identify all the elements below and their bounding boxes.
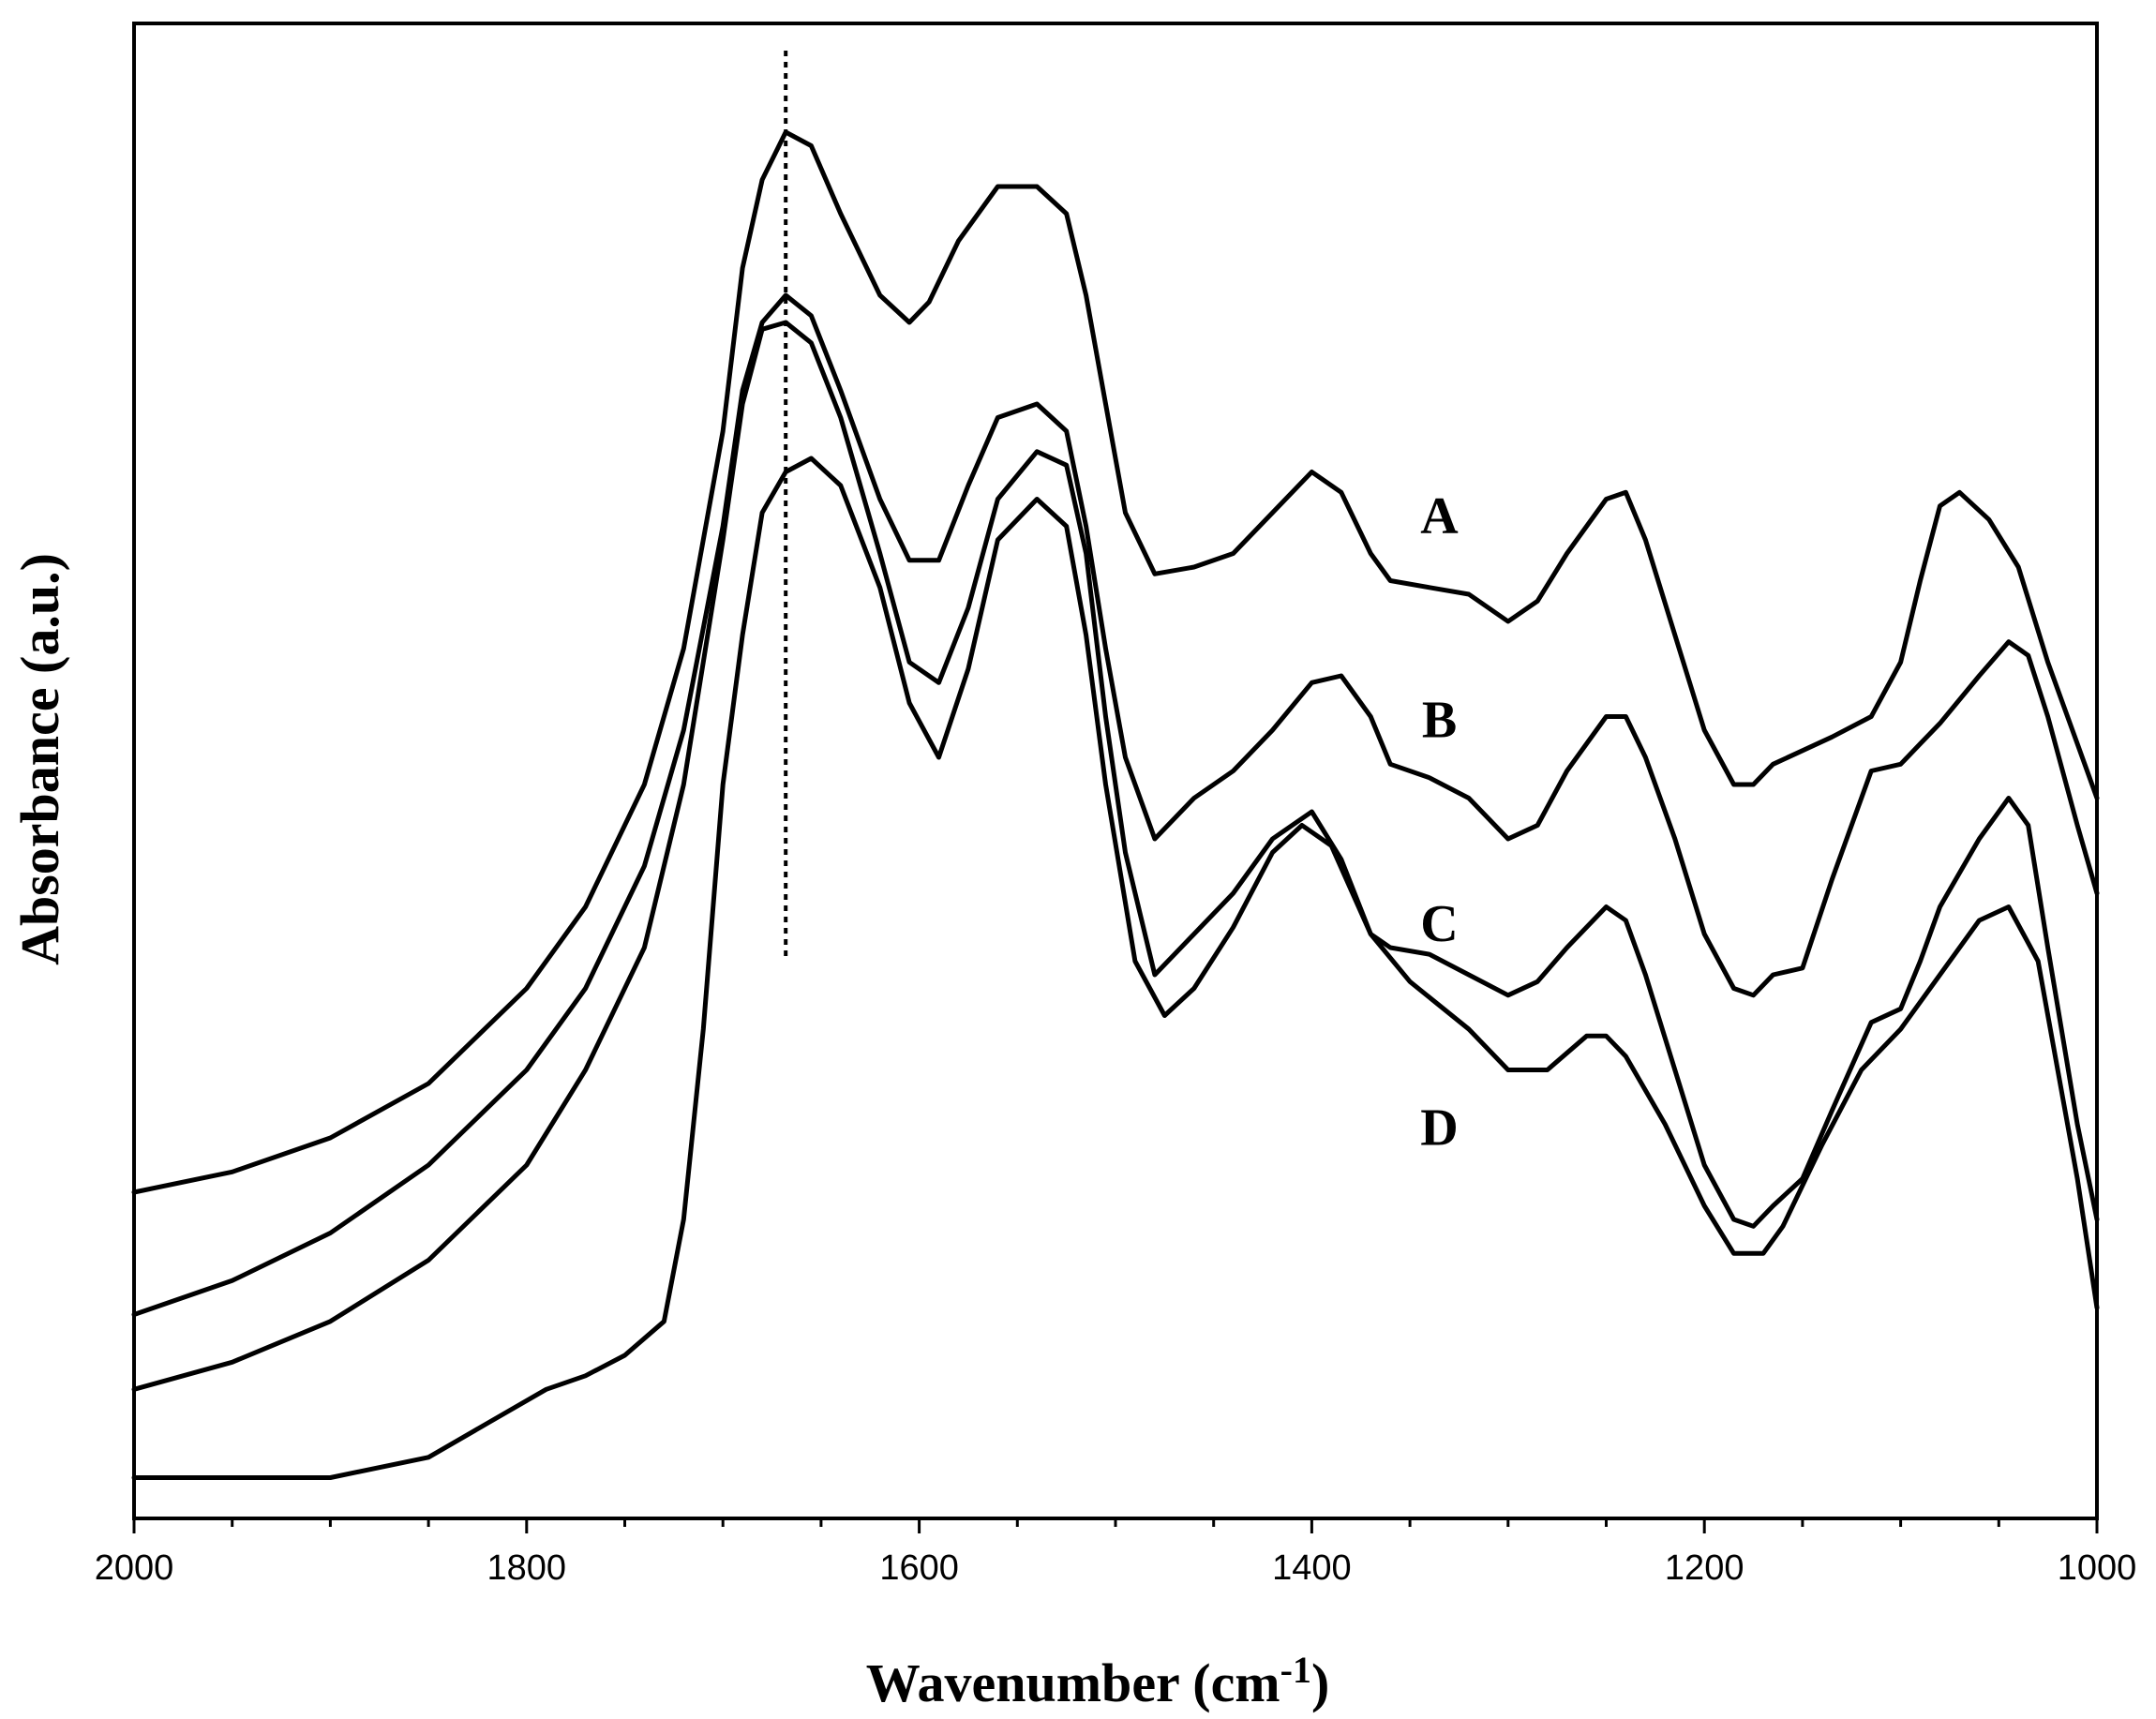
x-tick-label: 1600	[879, 1548, 959, 1588]
x-tick-label: 1200	[1665, 1548, 1744, 1588]
series-labels: A B C D	[1420, 487, 1459, 1158]
plot-area	[131, 22, 2100, 1520]
series-line-a	[131, 129, 2100, 1195]
x-tick-label: 1000	[2058, 1548, 2137, 1588]
series-line-d	[131, 456, 2100, 1480]
x-axis-title: Wavenumber (cm-1)	[866, 1649, 1330, 1713]
x-tick-label: 2000	[95, 1548, 174, 1588]
series-label-b: B	[1422, 691, 1457, 749]
y-axis-title: Absorbance (a.u.)	[9, 553, 70, 965]
series-line-b	[131, 292, 2100, 1317]
series-label-c: C	[1420, 895, 1458, 953]
x-tick-label: 1800	[487, 1548, 567, 1588]
series-label-a: A	[1420, 487, 1459, 546]
series-line-c	[131, 320, 2100, 1392]
series-label-d: D	[1420, 1099, 1458, 1157]
x-axis: 2000 1800 1600 1400 1200 1000	[95, 1518, 2137, 1588]
x-tick-label: 1400	[1272, 1548, 1352, 1588]
